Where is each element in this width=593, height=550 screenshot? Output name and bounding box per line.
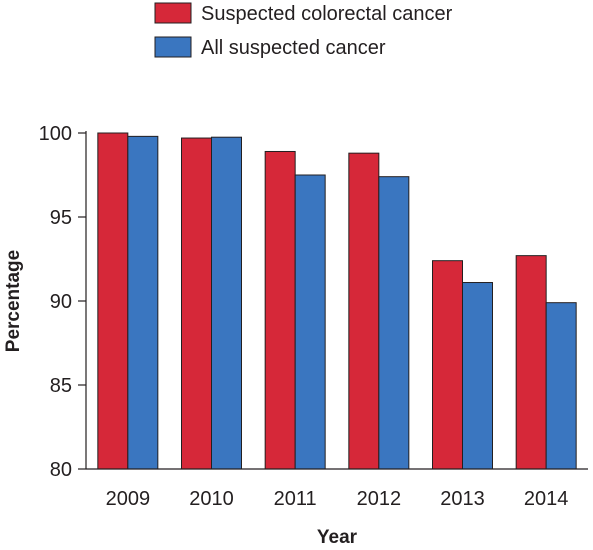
y-tick-label: 90	[50, 291, 72, 313]
legend-label: All suspected cancer	[201, 37, 386, 59]
y-tick-label: 100	[39, 123, 72, 145]
y-ticks: 80 85 90 95 100	[39, 123, 86, 481]
y-axis-title: Percentage	[3, 250, 24, 352]
bar-all-2010	[211, 136, 242, 470]
x-tick-label: 2010	[189, 488, 234, 510]
y-tick-label: 85	[50, 375, 72, 397]
legend: Suspected colorectal cancer All suspected…	[154, 2, 453, 59]
bar-colorectal-2011	[264, 150, 296, 470]
bar-all-2009	[127, 135, 159, 470]
bar-colorectal-2013	[432, 260, 463, 470]
legend-swatch	[154, 36, 192, 58]
x-ticks: 2009 2010 2011 2012 2013 2014	[106, 488, 569, 510]
bars	[97, 132, 577, 470]
x-tick-label: 2012	[357, 488, 402, 510]
y-tick-label: 95	[50, 207, 72, 229]
bar-all-2012	[378, 176, 410, 470]
bar-all-2014	[545, 302, 577, 470]
bar-colorectal-2012	[348, 152, 380, 470]
bar-colorectal-2014	[515, 255, 547, 470]
x-tick-label: 2013	[440, 488, 485, 510]
bar-colorectal-2009	[97, 132, 129, 470]
x-tick-label: 2014	[524, 488, 569, 510]
bar-all-2013	[462, 282, 493, 470]
bar-colorectal-2010	[181, 137, 212, 470]
bar-all-2011	[294, 174, 326, 470]
legend-swatch	[154, 2, 192, 24]
axes	[85, 131, 588, 470]
x-axis-title: Year	[317, 527, 358, 548]
legend-label: Suspected colorectal cancer	[201, 3, 453, 25]
y-tick-label: 80	[50, 459, 72, 481]
x-tick-label: 2011	[274, 488, 317, 510]
x-tick-label: 2009	[106, 488, 151, 510]
